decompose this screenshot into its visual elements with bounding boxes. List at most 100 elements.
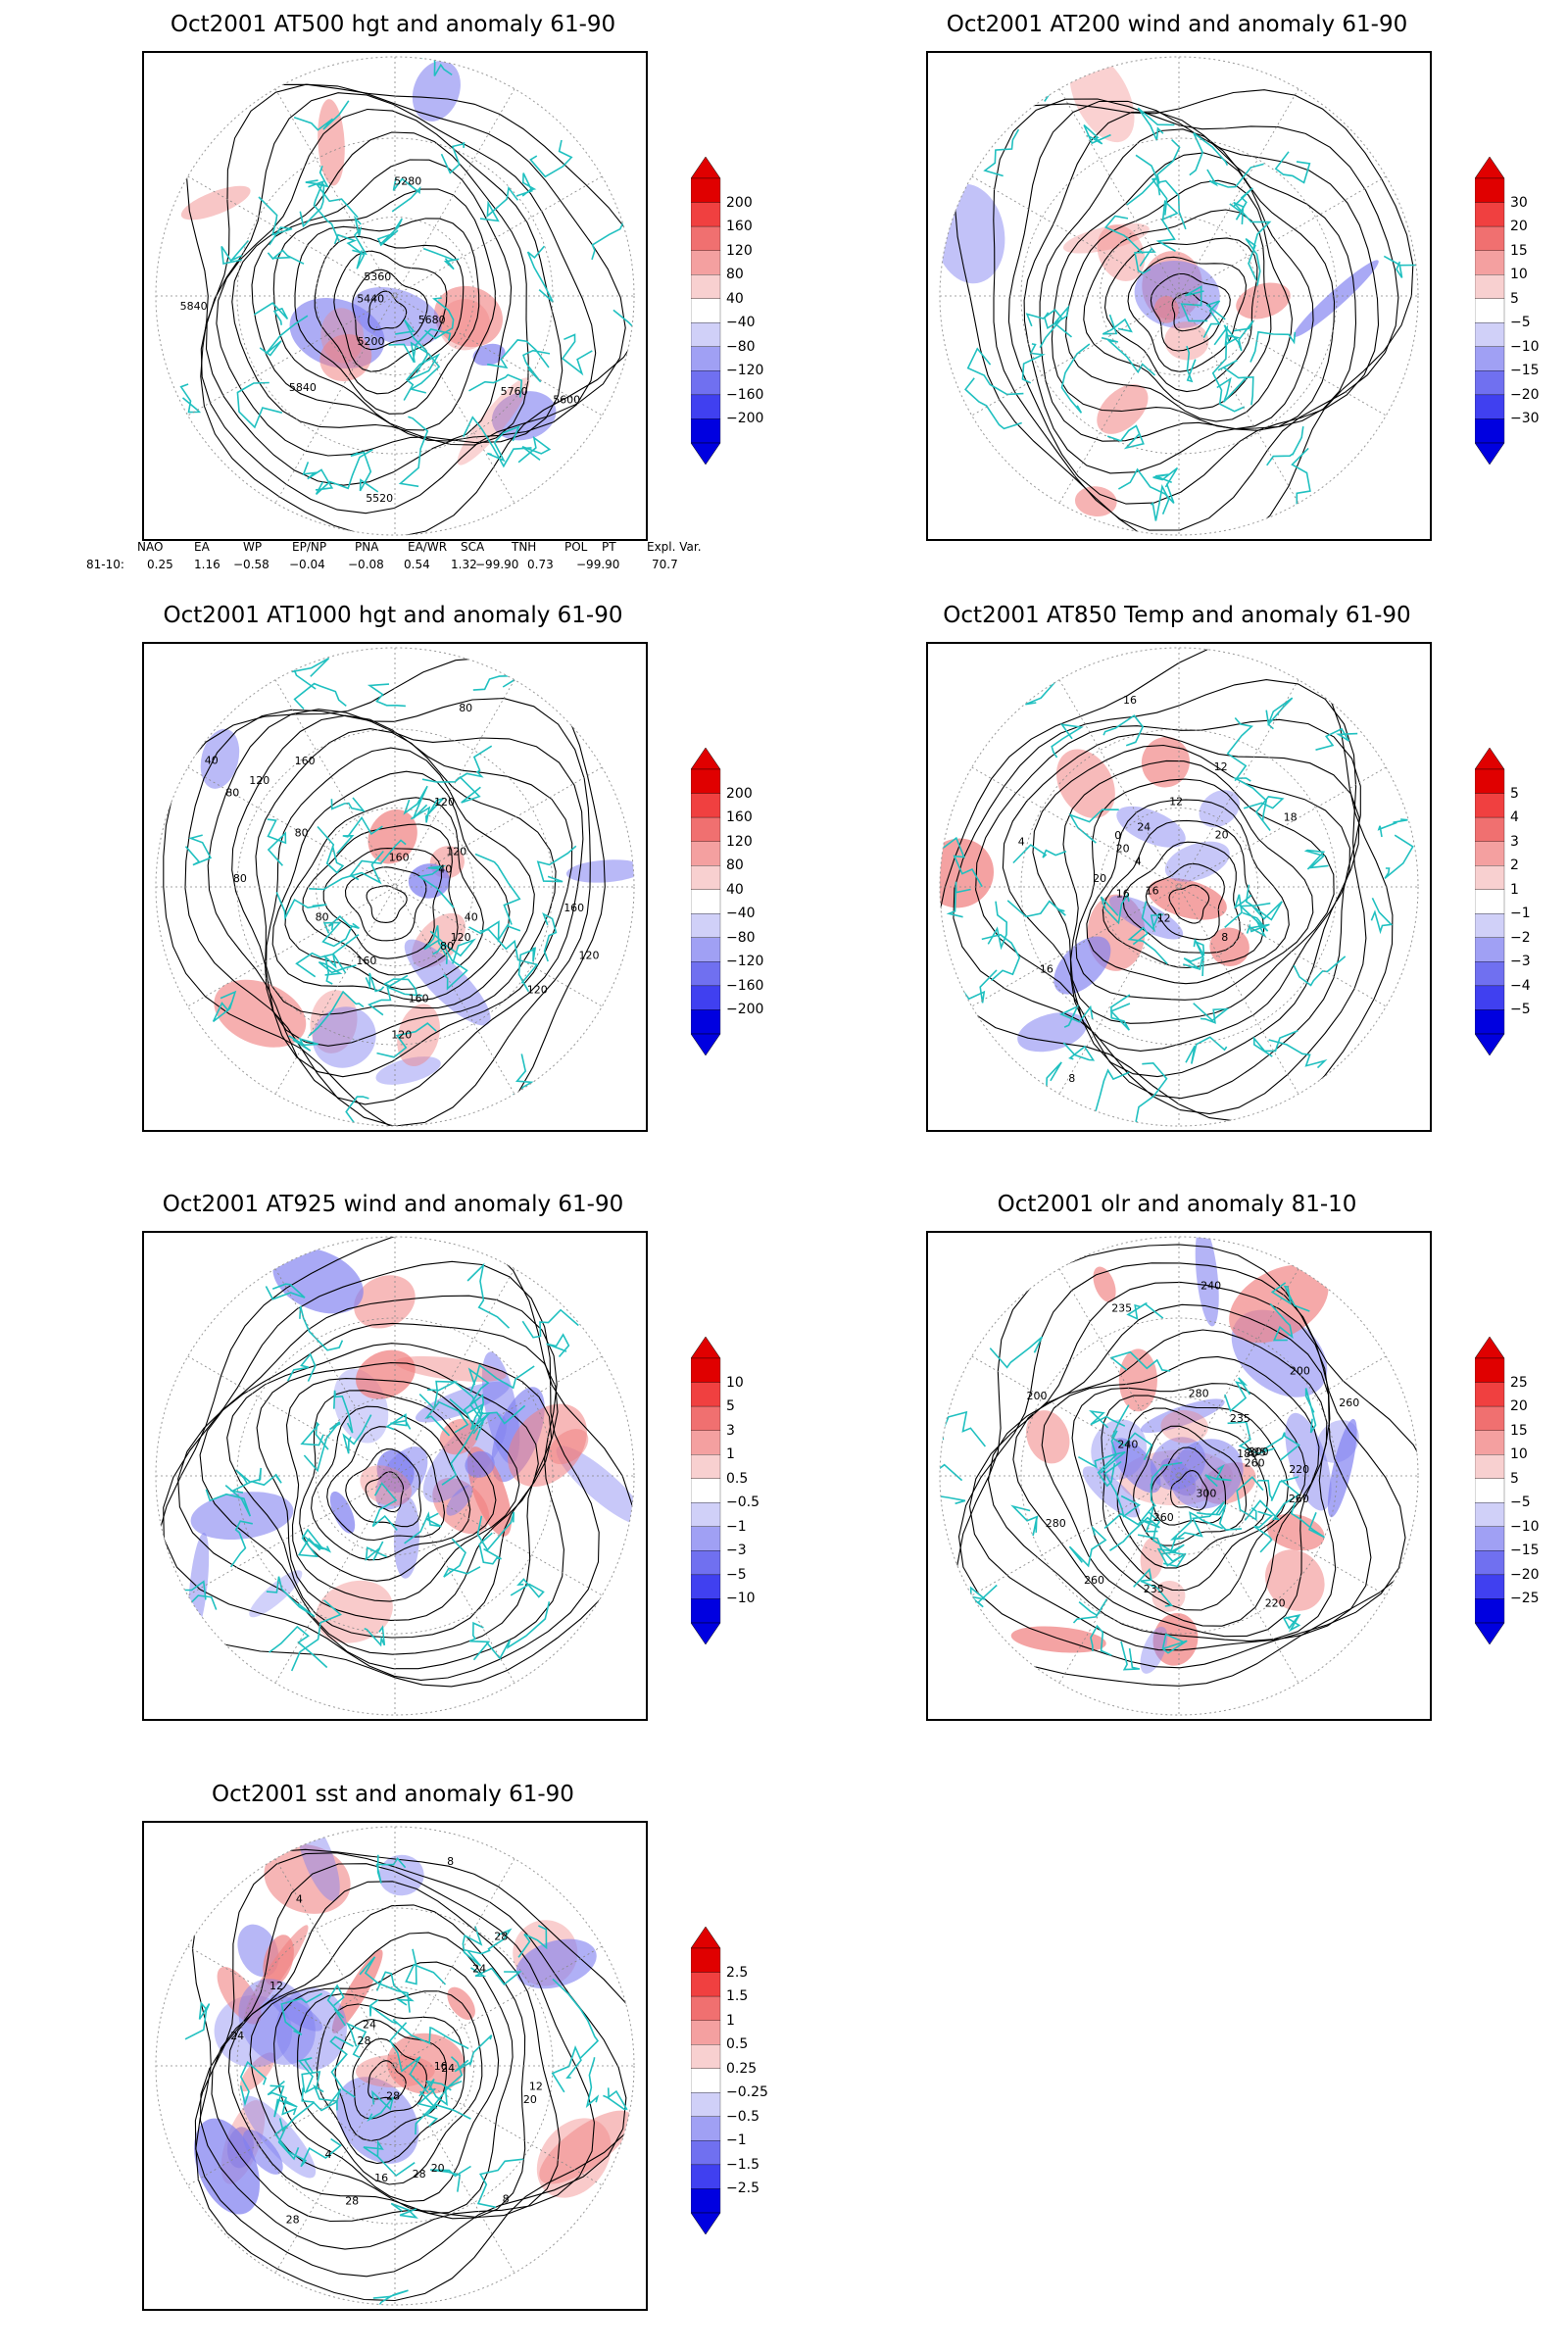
coastline — [365, 972, 385, 993]
coastline — [453, 1380, 526, 1425]
colorbar-tick-label: −1 — [726, 2132, 747, 2149]
colorbar-tick-label: −80 — [726, 929, 756, 946]
colorbar-tick-label: −0.5 — [726, 1494, 760, 1511]
polar-projection-at1000: 8012080801608040160120120160401204080120… — [155, 647, 635, 1127]
coastline — [293, 682, 347, 710]
coastline — [603, 2087, 628, 2111]
coastline — [392, 2018, 469, 2050]
coastline — [1229, 187, 1253, 220]
meridian-line — [274, 1858, 515, 2274]
colorbar-segment — [1474, 816, 1505, 842]
contour-label: 16 — [434, 2060, 448, 2073]
coastline — [236, 381, 282, 429]
coastline — [1051, 723, 1084, 759]
positive-anomaly-region — [539, 2110, 633, 2184]
meridian-line — [971, 766, 1387, 1007]
colorbar-tick-label: −1.5 — [726, 2156, 760, 2173]
colorbar-segment — [1474, 1526, 1505, 1551]
colorbar-segment — [690, 1947, 721, 1973]
coastline — [1120, 1641, 1141, 1671]
negative-anomaly-region — [1140, 1626, 1168, 1674]
contour-label: 280 — [1046, 1517, 1066, 1530]
colorbar-tick-label: −10 — [1510, 1518, 1540, 1535]
contour-label: 8 — [503, 2193, 510, 2206]
coastline — [463, 1928, 513, 1955]
coastline — [370, 2289, 409, 2305]
colorbar-tick-label: 160 — [726, 809, 753, 826]
index-value: 1.32 — [451, 558, 477, 571]
positive-anomaly-region — [1026, 1410, 1070, 1464]
meridian-line — [1058, 679, 1299, 1095]
positive-anomaly-region — [1266, 1513, 1325, 1551]
coastline — [1103, 1460, 1141, 1518]
negative-anomaly-region — [329, 1491, 356, 1534]
negative-anomaly-region — [1316, 1420, 1359, 1463]
colorbar-tick-label: −1 — [726, 1518, 747, 1535]
coastline — [309, 850, 384, 891]
hemisphere-boundary — [155, 1236, 635, 1716]
index-header: EA/WR — [408, 540, 448, 554]
contour-line — [345, 1448, 422, 1528]
colorbar-tick-label: 3 — [726, 1422, 735, 1439]
index-value: 0.73 — [527, 558, 554, 571]
contour-label: 40 — [465, 911, 478, 924]
index-value: −99.90 — [576, 558, 620, 571]
colorbar-tick-label: −0.5 — [726, 2108, 760, 2125]
coastline — [367, 683, 406, 708]
colorbar-tick-label: 1 — [726, 1446, 735, 1463]
coastline — [179, 383, 202, 414]
colorbar-tick-label: 40 — [726, 290, 744, 307]
contour-line — [322, 848, 443, 959]
coastline — [416, 2078, 438, 2110]
colorbar-tick-label: −2.5 — [726, 2180, 760, 2197]
coastline — [462, 1926, 483, 1967]
coastline — [466, 1262, 511, 1329]
contour-label: 24 — [1137, 820, 1151, 833]
coastline — [267, 818, 287, 866]
coastline — [352, 215, 368, 256]
coastline — [1010, 1504, 1039, 1537]
coastline — [350, 451, 379, 493]
colorbar-bottom-arrow — [690, 1033, 721, 1056]
contour-line — [968, 1281, 1372, 1651]
index-header: PT — [602, 540, 616, 554]
coastline — [321, 921, 353, 948]
coastline — [376, 218, 403, 247]
colorbar-segment — [690, 1454, 721, 1479]
contour-label: 24 — [472, 1962, 486, 1975]
contour-label: 5440 — [357, 293, 384, 306]
coastline — [1189, 132, 1229, 176]
colorbar-segment — [690, 1478, 721, 1503]
coastline — [455, 745, 493, 782]
contour-label: 235 — [1230, 1412, 1250, 1425]
colorbar-tick-label: 20 — [1510, 1398, 1528, 1415]
contour-line — [294, 218, 480, 415]
colorbar-tick-label: −160 — [726, 386, 764, 403]
colorbar-tick-label: −200 — [726, 411, 764, 427]
contour-label: 20 — [431, 2162, 445, 2175]
negative-anomaly-region — [422, 1412, 508, 1503]
colorbar-segment — [1474, 985, 1505, 1010]
colorbar-segment — [1474, 793, 1505, 818]
contour-line — [1133, 1425, 1248, 1546]
contour-label: 4 — [296, 1892, 303, 1905]
coastline — [405, 1948, 447, 1985]
coastline — [462, 416, 532, 468]
positive-anomaly-region — [356, 1349, 416, 1399]
contour-line — [1007, 100, 1380, 505]
coastline — [1216, 376, 1247, 403]
colorbar-tick-label: 5 — [1510, 290, 1519, 307]
coastline — [205, 1484, 252, 1517]
coastline — [1243, 796, 1285, 831]
colorbar-at850 — [1474, 747, 1568, 1056]
colorbar-tick-label: −20 — [1510, 1566, 1540, 1583]
coastline — [479, 185, 519, 222]
contour-label: 160 — [295, 755, 316, 767]
coastline — [1245, 884, 1283, 921]
contour-label: 28 — [345, 2195, 359, 2208]
colorbar-segment — [1474, 768, 1505, 794]
colorbar-segment — [690, 2164, 721, 2189]
contour-label: 20 — [1093, 872, 1106, 885]
contour-line — [344, 866, 427, 942]
colorbar-tick-label: −10 — [726, 1591, 756, 1607]
